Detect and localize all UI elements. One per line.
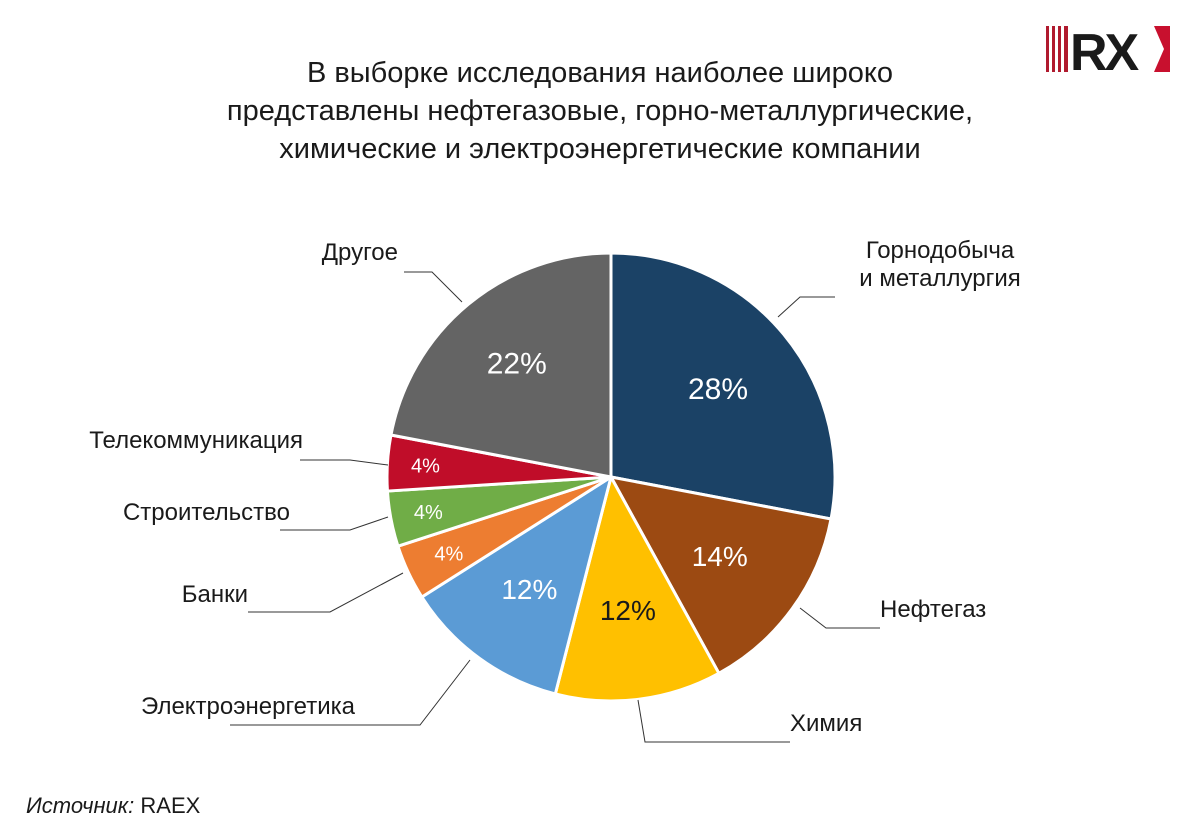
percent-label-banks: 4%	[434, 543, 463, 565]
pie-slice-oil-gas	[609, 475, 833, 675]
percent-label-telecom: 4%	[411, 455, 440, 477]
pie-slice-other	[389, 251, 613, 479]
pie-slices	[385, 251, 837, 703]
logo-bar-4	[1064, 26, 1068, 72]
source-note: Источник: RAEX	[26, 793, 200, 819]
percent-label-construction: 4%	[414, 502, 443, 524]
source-prefix: Источник:	[26, 793, 135, 818]
logo-bar-1	[1046, 26, 1049, 72]
slice-percent-labels: 28% 14% 12% 12% 4% 4% 4% 22%	[411, 348, 748, 627]
logo-accent	[1154, 26, 1170, 72]
logo-bar-2	[1052, 26, 1055, 72]
category-label-mining-metallurgy-line-2: и металлургия	[859, 265, 1020, 292]
percent-label-mining-metallurgy: 28%	[688, 373, 748, 406]
logo-letters: RX	[1070, 24, 1140, 74]
category-label-construction: Строительство	[123, 499, 290, 526]
leader-line-oil-gas	[799, 607, 880, 629]
category-label-mining-metallurgy-line-1: Горнодобыча	[866, 237, 1015, 264]
leader-line-chemistry	[637, 699, 790, 743]
chart-title-line-2: представлены нефтегазовые, горно-металлу…	[226, 95, 974, 127]
percent-label-power-energy: 12%	[501, 574, 557, 605]
pie-slice-mining-metallurgy	[609, 251, 837, 521]
percent-label-other: 22%	[487, 348, 547, 381]
category-label-other: Другое	[322, 239, 398, 266]
leader-line-banks	[248, 572, 404, 613]
category-label-chemistry: Химия	[790, 710, 862, 737]
raex-logo: RX RX	[1046, 24, 1170, 74]
leader-line-construction	[280, 516, 389, 531]
logo-bar-3	[1058, 26, 1061, 72]
pie-slice-power-energy	[420, 475, 613, 696]
category-label-banks: Банки	[182, 581, 248, 608]
category-label-telecom: Телекоммуникация	[89, 427, 303, 454]
category-label-oil-gas: Нефтегаз	[880, 596, 986, 623]
percent-label-oil-gas: 14%	[692, 541, 748, 572]
leader-line-power-energy	[230, 659, 471, 726]
leader-lines	[230, 271, 880, 743]
pie-slice-chemistry	[553, 475, 721, 703]
source-value: RAEX	[140, 793, 201, 818]
percent-label-chemistry: 12%	[600, 595, 656, 626]
category-label-power-energy: Электроэнергетика	[141, 693, 356, 720]
leader-line-telecom	[300, 459, 389, 466]
leader-line-other	[404, 271, 463, 303]
chart-title-line-3: химические и электроэнергетические компа…	[279, 133, 921, 165]
chart-title: В выборке исследования наиболее широко п…	[150, 54, 1050, 168]
chart-title-line-1: В выборке исследования наиболее широко	[306, 57, 894, 89]
leader-line-mining-metallurgy	[777, 296, 835, 318]
